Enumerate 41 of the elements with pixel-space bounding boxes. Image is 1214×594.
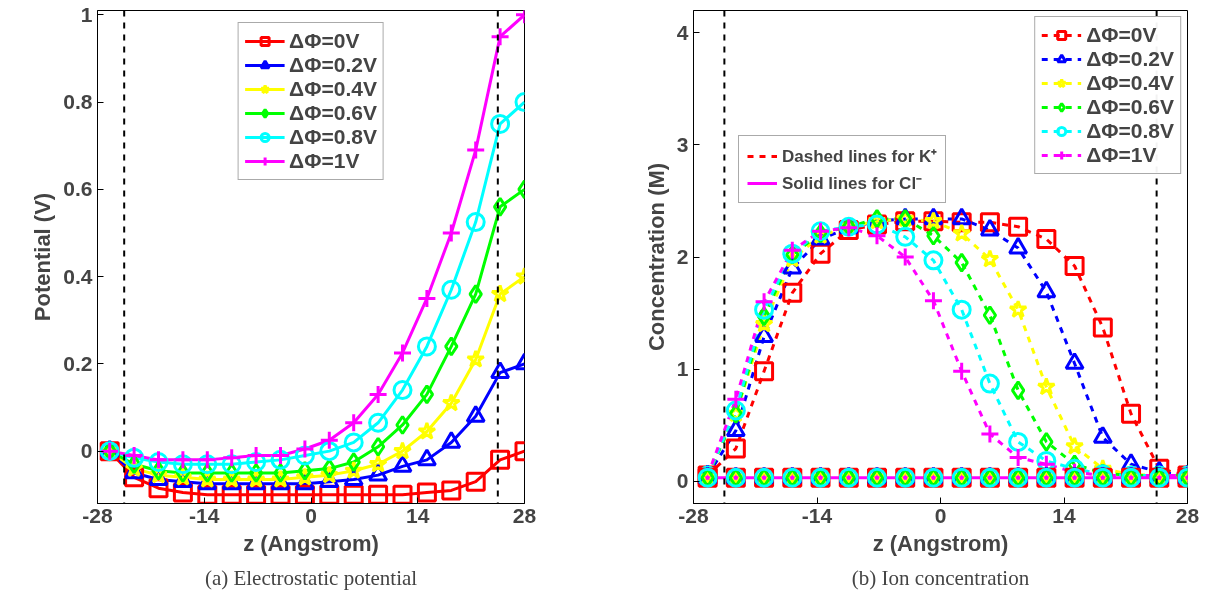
annotation: Dashed lines for K⁺ [782,146,938,167]
y-tick-label: 0 [676,469,689,493]
legend-label: ΔΦ=1V [1086,143,1157,167]
y-axis-title: Potential (V) [30,192,56,322]
y-tick-label: 0.6 [63,177,93,201]
x-axis-title: z (Angstrom) [872,530,1009,556]
x-tick-label: -14 [189,503,220,527]
text: (a) Electrostatic potential [204,565,418,590]
x-tick-label: 14 [406,503,430,527]
x-tick-label: 0 [305,503,317,527]
legend-label: ΔΦ=0.4V [289,77,377,101]
legend-label: ΔΦ=0V [289,29,360,53]
x-tick-label: 28 [1175,503,1200,527]
y-tick-label: 0 [80,439,93,463]
y-tick-label: 0.4 [63,264,93,288]
x-tick-label: 0 [934,503,947,527]
legend-label: ΔΦ=0.2V [1086,47,1174,71]
x-tick-label: 14 [1052,503,1076,527]
y-tick-label: 4 [676,20,689,44]
y-tick-label: 2 [676,245,689,268]
x-tick-label: -28 [678,503,709,527]
legend-label: ΔΦ=1V [289,149,360,173]
x-tick-label: -28 [82,503,113,527]
legend-label: ΔΦ=0.2V [289,53,377,77]
text: (b) Ion concentration [851,565,1030,590]
y-tick-label: 1 [80,2,93,26]
legend-label: ΔΦ=0V [1086,23,1157,47]
x-tick-label: 28 [512,503,537,527]
legend-label: ΔΦ=0.8V [1086,119,1174,143]
y-tick-label: 1 [676,357,689,381]
annotation: Solid lines for Cl⁻ [782,173,923,194]
x-tick-label: -14 [801,503,833,527]
legend-label: ΔΦ=0.6V [289,101,377,125]
legend-label: ΔΦ=0.8V [289,125,377,149]
y-axis-title: Concentration (M) [643,162,669,352]
legend-label: ΔΦ=0.4V [1086,71,1174,95]
x-axis-title: z (Angstrom) [243,530,379,556]
legend-label: ΔΦ=0.6V [1086,95,1174,119]
y-tick-label: 0.2 [63,351,93,375]
y-tick-label: 0.8 [63,90,93,114]
y-tick-label: 3 [676,132,689,156]
